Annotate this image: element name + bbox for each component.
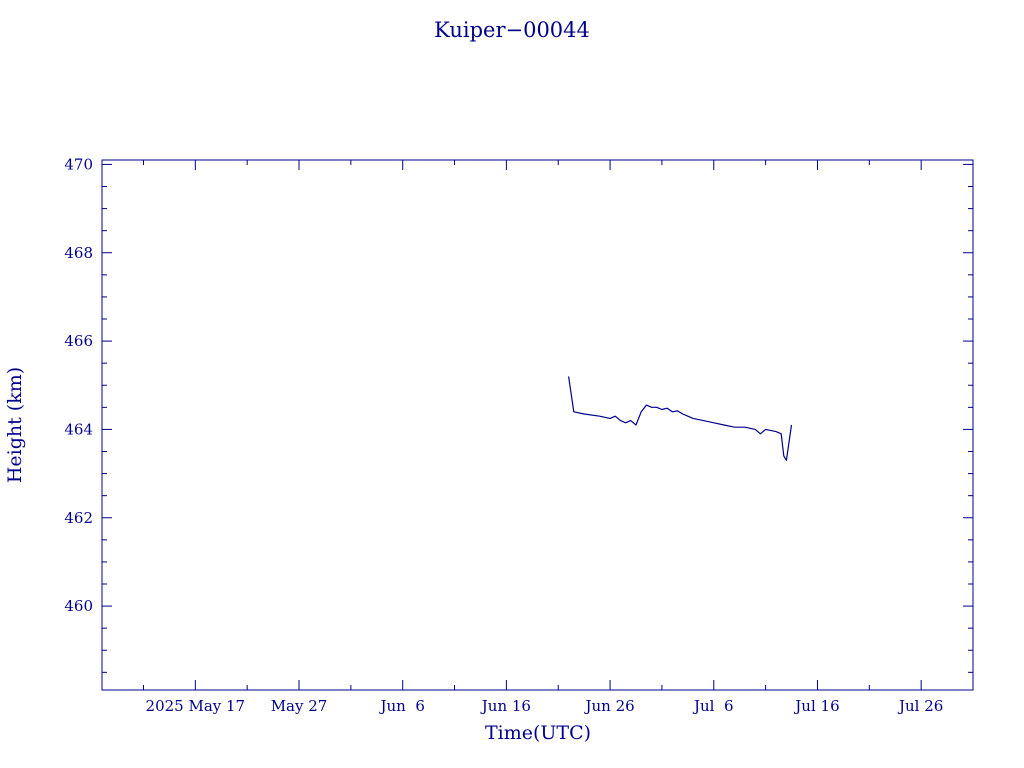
y-tick-labels: 460 462 464 466 468 470 — [64, 155, 93, 615]
x-tick-label: Jun 16 — [480, 697, 531, 715]
x-tick-label: Jul 6 — [692, 697, 734, 715]
x-tick-label: Jun 26 — [583, 697, 634, 715]
x-tick-label: Jun 6 — [378, 697, 424, 715]
y-tick-label: 470 — [64, 155, 93, 173]
chart-title: Kuiper−00044 — [434, 18, 590, 42]
y-tick-label: 462 — [64, 509, 93, 527]
height-series-line — [568, 376, 793, 461]
x-tick-label: Jul 16 — [793, 697, 839, 715]
y-axis-label: Height (km) — [4, 367, 26, 483]
y-tick-label: 464 — [64, 420, 93, 438]
y-tick-label: 468 — [64, 244, 93, 262]
x-tick-labels: 2025 May 17 May 27 Jun 6 Jun 16 Jun 26 Jul 6 J… — [146, 697, 944, 715]
x-tick-label: 2025 May 17 — [146, 697, 246, 715]
x-tick-label: Jul 26 — [897, 697, 943, 715]
x-tick-label: May 27 — [271, 697, 328, 715]
series-layer — [568, 376, 793, 461]
plot-frame — [101, 159, 974, 691]
y-tick-label: 466 — [64, 332, 93, 350]
axis-ticks — [102, 160, 974, 690]
y-tick-label: 460 — [64, 597, 93, 615]
x-axis-label: Time(UTC) — [485, 722, 591, 744]
